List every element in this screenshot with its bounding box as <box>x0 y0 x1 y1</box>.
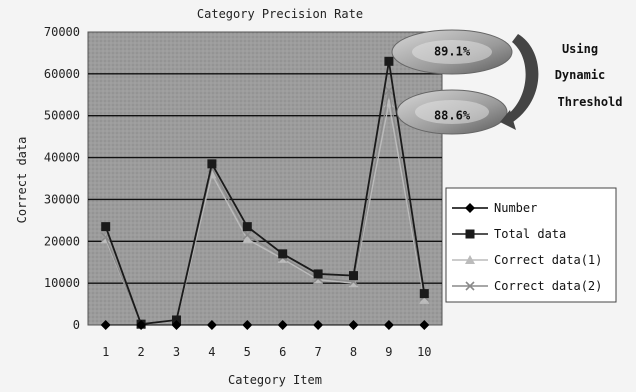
legend-marker-correct-data-2 <box>465 281 475 291</box>
y-tick-label: 0 <box>73 318 80 332</box>
point-correct-data-2-stroke-b <box>242 230 252 240</box>
legend-label-number: Number <box>494 201 537 215</box>
upper-value-disk-highlight <box>412 40 492 64</box>
y-tick-label: 20000 <box>44 234 80 248</box>
point-number <box>348 320 359 330</box>
legend-marker-total-data <box>465 229 475 239</box>
x-tick-label: 3 <box>173 345 180 359</box>
point-number <box>277 320 288 330</box>
x-tick-labels: 1 2 3 4 5 6 7 8 9 10 <box>102 345 431 359</box>
point-number <box>383 320 394 330</box>
point-correct-data-1 <box>242 234 253 244</box>
chart-title: Category Precision Rate <box>197 7 363 21</box>
x-tick-label: 10 <box>417 345 431 359</box>
y-tick-label: 60000 <box>44 67 80 81</box>
grid-lines <box>88 73 442 284</box>
point-total-data <box>278 249 288 259</box>
point-number <box>206 320 217 330</box>
caption-line-1: Using <box>562 42 598 56</box>
point-total-data <box>207 159 217 169</box>
point-correct-data-2-stroke-b <box>384 86 394 96</box>
x-tick-label: 5 <box>244 345 251 359</box>
point-number <box>242 320 253 330</box>
legend-label-correct-data-1: Correct data(1) <box>494 253 602 267</box>
lower-value: 88.6% <box>434 109 471 123</box>
legend-marker-correct-data-1 <box>465 255 475 264</box>
callout: 89.1% 88.6% Using Dynamic Threshold <box>391 29 623 135</box>
x-tick-label: 2 <box>137 345 144 359</box>
plot-area <box>87 31 443 326</box>
point-total-data <box>101 222 111 232</box>
x-tick-label: 6 <box>279 345 286 359</box>
point-correct-data-2 <box>242 230 252 240</box>
y-tick-label: 50000 <box>44 109 80 123</box>
point-number <box>100 320 111 330</box>
series-layer <box>100 56 430 330</box>
arrow-head-icon <box>500 110 516 130</box>
legend-marker-number <box>465 203 475 213</box>
y-tick-label: 30000 <box>44 192 80 206</box>
point-number <box>313 320 324 330</box>
upper-value: 89.1% <box>434 45 471 59</box>
lower-value-disk-highlight <box>415 100 489 124</box>
y-tick-label: 40000 <box>44 151 80 165</box>
x-tick-label: 9 <box>385 345 392 359</box>
y-tick-label: 10000 <box>44 276 80 290</box>
y-tick-label: 70000 <box>44 25 80 39</box>
x-tick-label: 4 <box>208 345 215 359</box>
y-axis-title: Correct data <box>15 137 29 224</box>
point-total-data <box>242 222 252 232</box>
legend-marker-correct-data-2-stroke-b <box>465 281 475 291</box>
series-line-total-data <box>104 61 426 326</box>
point-total-data <box>349 271 358 281</box>
legend: Number Total data Correct data(1) Correct d… <box>452 201 602 293</box>
point-correct-data-1 <box>419 294 430 304</box>
curved-arrow-icon <box>506 34 539 124</box>
x-axis-title: Category Item <box>228 373 322 387</box>
caption-line-2: Dynamic <box>555 68 606 82</box>
point-number <box>419 320 430 330</box>
point-total-data <box>313 269 323 279</box>
legend-label-correct-data-2: Correct data(2) <box>494 279 602 293</box>
x-tick-label: 1 <box>102 345 109 359</box>
point-number <box>171 320 182 330</box>
caption-line-3: Threshold <box>557 95 622 109</box>
point-total-data <box>172 315 181 325</box>
y-tick-labels: 0 10000 20000 30000 40000 50000 60000 70000 <box>44 25 80 332</box>
point-number <box>136 320 147 330</box>
x-tick-label: 7 <box>314 345 321 359</box>
point-correct-data-2 <box>384 86 394 96</box>
point-total-data <box>384 56 394 66</box>
x-tick-label: 8 <box>350 345 357 359</box>
point-total-data <box>419 289 429 299</box>
legend-box <box>445 187 617 303</box>
legend-label-total-data: Total data <box>494 227 566 241</box>
